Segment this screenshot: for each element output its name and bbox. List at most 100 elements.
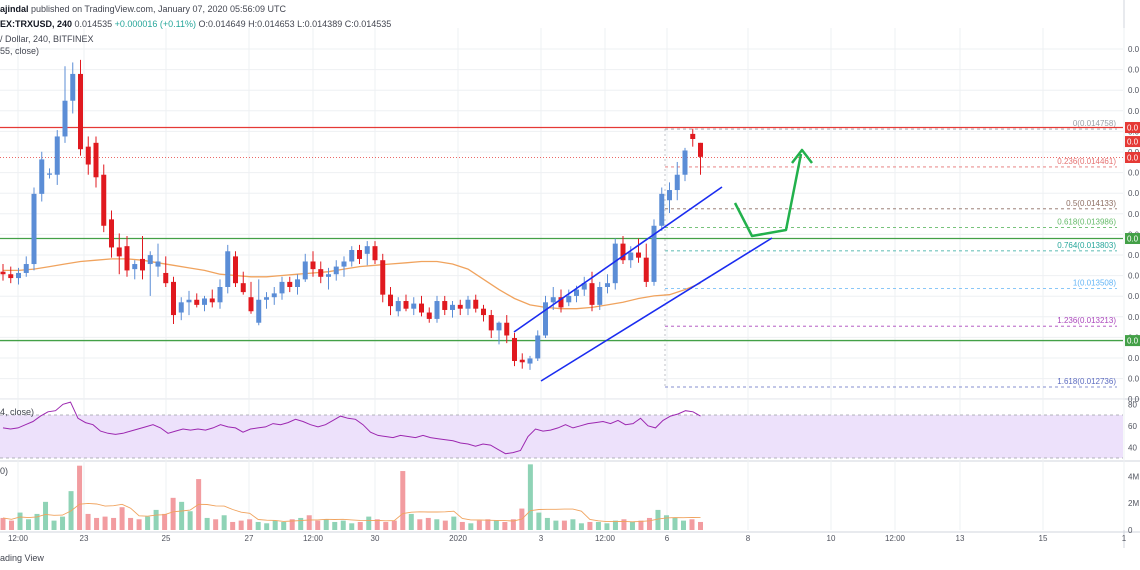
volume-bar <box>332 521 338 530</box>
y-tick-label: 0.0 <box>1128 395 1140 404</box>
candle-body <box>643 257 649 282</box>
tradingview-logo[interactable]: ading View <box>0 553 44 563</box>
candle <box>519 353 525 369</box>
volume-bar <box>43 501 49 530</box>
volume-bar <box>638 520 644 530</box>
candle <box>698 142 703 175</box>
volume-bar <box>77 465 83 530</box>
symbol-name[interactable]: EX:TRXUSD, 240 <box>0 19 73 29</box>
candle-body <box>651 225 657 282</box>
x-tick-label: 15 <box>1039 534 1048 543</box>
y-tick-label: 0.0 <box>1128 354 1140 363</box>
candle <box>62 66 68 143</box>
candle <box>240 271 246 295</box>
candle-body <box>698 142 703 157</box>
candle-body <box>8 274 14 279</box>
candle <box>620 235 626 265</box>
volume-bar <box>459 521 465 530</box>
y-tick-label: 0.0 <box>1128 169 1140 178</box>
volume-bar <box>272 520 278 530</box>
volume-bar <box>111 517 117 530</box>
volume-bar <box>629 521 635 530</box>
candle-body <box>597 287 603 305</box>
volume-bar <box>561 520 567 530</box>
candle-body <box>264 297 269 300</box>
candle <box>78 59 83 156</box>
volume-bar <box>34 513 40 530</box>
candle <box>388 287 393 316</box>
candle <box>535 330 541 361</box>
candle <box>496 321 502 345</box>
candle <box>349 246 355 267</box>
price-tag-label: 0.0 <box>1127 124 1139 133</box>
volume-bar <box>553 520 559 530</box>
candle-body <box>124 246 130 271</box>
candle <box>39 151 45 202</box>
candle-body <box>279 281 285 294</box>
volume-bar <box>264 523 270 530</box>
volume-bar <box>621 519 627 530</box>
volume-bar <box>510 519 516 530</box>
volume-bar <box>85 513 91 530</box>
candle-body <box>194 299 200 305</box>
candle <box>488 309 494 339</box>
candle-body <box>163 272 169 284</box>
y-tick-label: 0.0 <box>1128 292 1140 301</box>
candle <box>163 256 169 287</box>
candle <box>442 295 448 316</box>
candle <box>473 294 479 313</box>
price-tag-label: 0.0 <box>1127 154 1139 163</box>
candle <box>194 293 200 308</box>
y-tick-label: 0.0 <box>1128 375 1140 384</box>
price-tag <box>1125 233 1140 245</box>
candle <box>411 297 417 316</box>
volume-bar <box>425 517 431 530</box>
volume-bar <box>493 520 499 530</box>
ma-legend[interactable]: 55, close) <box>0 46 40 56</box>
price-tag <box>1125 335 1140 347</box>
candle-body <box>419 303 424 313</box>
candle-body <box>488 315 494 331</box>
candle <box>419 295 424 317</box>
candle <box>132 260 138 280</box>
candle-body <box>628 252 634 261</box>
ohlc-close: C:0.014535 <box>344 19 392 29</box>
candle-body <box>535 335 541 359</box>
candle <box>380 253 386 303</box>
candle-body <box>326 274 331 277</box>
candle-body <box>178 302 184 313</box>
publish-date: published on TradingView.com, January 07… <box>31 4 287 14</box>
candle <box>597 281 603 310</box>
candle <box>124 235 130 277</box>
candle <box>357 244 362 265</box>
author-name[interactable]: ajindal <box>0 4 29 14</box>
volume-bar <box>357 521 363 530</box>
fib-level-label: 1.618(0.012736) <box>1057 377 1116 386</box>
price-tag-label: 0.0 <box>1127 138 1139 147</box>
candle <box>504 315 510 344</box>
candle <box>287 276 293 293</box>
candle <box>186 290 192 316</box>
x-tick-label: 25 <box>162 534 171 543</box>
candle-body <box>349 250 355 262</box>
fib-level-label: 0.618(0.013986) <box>1057 218 1116 227</box>
x-tick-label: 10 <box>827 534 836 543</box>
rsi-legend[interactable]: 4, close) <box>0 407 35 417</box>
fib-level-label: 0.236(0.014461) <box>1057 157 1116 166</box>
candle-body <box>70 73 76 101</box>
candle <box>54 130 60 185</box>
candle-body <box>674 174 680 191</box>
fib-level-label: 1(0.013508) <box>1073 279 1116 288</box>
candle-body <box>473 299 479 309</box>
candle <box>457 299 463 316</box>
volume-bar <box>238 520 244 530</box>
pair-label[interactable]: / Dollar, 240, BITFINEX <box>0 34 94 44</box>
candle <box>481 304 486 322</box>
candle-body <box>550 297 556 303</box>
symbol-info: EX:TRXUSD, 240 0.014535 +0.000016 (+0.11… <box>0 19 391 29</box>
volume-legend[interactable]: 0) <box>0 466 9 476</box>
y-tick-label: 0.0 <box>1128 189 1140 198</box>
y-tick-label: 0.0 <box>1128 251 1140 260</box>
volume-bar <box>612 520 618 530</box>
